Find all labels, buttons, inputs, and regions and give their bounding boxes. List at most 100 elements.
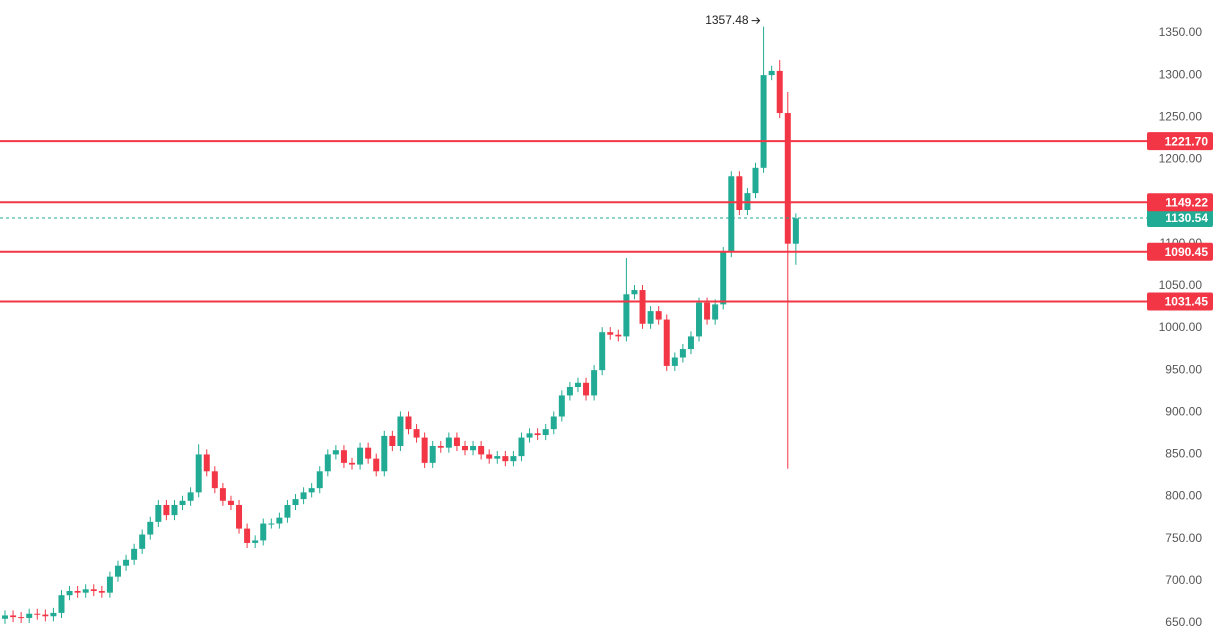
high-annotation: 1357.48 bbox=[705, 13, 749, 27]
candle-body bbox=[704, 302, 711, 320]
candle-body bbox=[526, 433, 533, 438]
candle-body bbox=[123, 559, 130, 566]
y-tick-label: 1350.00 bbox=[1159, 25, 1203, 39]
candle-body bbox=[510, 456, 517, 462]
y-tick-label: 1200.00 bbox=[1159, 152, 1203, 166]
candle-body bbox=[50, 612, 57, 617]
candle-body bbox=[760, 75, 767, 168]
candle-body bbox=[566, 386, 573, 396]
candle-body bbox=[131, 548, 138, 560]
candle-body bbox=[687, 336, 694, 350]
candle-body bbox=[518, 437, 525, 457]
candle-body bbox=[139, 534, 146, 549]
candle-body bbox=[631, 290, 638, 295]
candle-body bbox=[574, 382, 581, 387]
candle-body bbox=[26, 613, 33, 618]
candle-body bbox=[98, 590, 105, 593]
candle-body bbox=[114, 565, 121, 577]
candle-body bbox=[671, 357, 678, 366]
y-tick-label: 1300.00 bbox=[1159, 67, 1203, 81]
candle-body bbox=[502, 456, 509, 462]
candle-body bbox=[195, 454, 202, 493]
candle-body bbox=[284, 505, 291, 518]
candle-body bbox=[260, 523, 267, 541]
candle-body bbox=[147, 521, 154, 535]
y-tick-label: 1050.00 bbox=[1159, 278, 1203, 292]
candle-body bbox=[292, 499, 299, 506]
candle-body bbox=[655, 311, 662, 320]
candle-body bbox=[58, 595, 65, 613]
candle-body bbox=[607, 332, 614, 335]
y-tick-label: 950.00 bbox=[1165, 362, 1202, 376]
candle-body bbox=[615, 334, 622, 337]
level-badge bbox=[1147, 292, 1213, 311]
candle-body bbox=[203, 454, 210, 472]
candle-body bbox=[34, 613, 41, 615]
candle-body bbox=[42, 614, 49, 617]
candle-body bbox=[421, 437, 428, 463]
candle-body bbox=[445, 437, 452, 448]
candle-body bbox=[776, 70, 783, 114]
candle-body bbox=[720, 252, 727, 305]
level-badge bbox=[1147, 193, 1213, 212]
candle-body bbox=[187, 492, 194, 501]
candle-body bbox=[268, 523, 275, 525]
candle-body bbox=[163, 505, 170, 516]
candle-body bbox=[219, 488, 226, 501]
last-price-badge bbox=[1147, 208, 1213, 227]
candle-body bbox=[413, 429, 420, 438]
candle-body bbox=[429, 445, 436, 463]
candle-body bbox=[155, 505, 162, 522]
candle-body bbox=[736, 176, 743, 210]
candle-body bbox=[647, 311, 654, 324]
candle-body bbox=[558, 395, 565, 417]
y-tick-label: 700.00 bbox=[1165, 573, 1202, 587]
candle-body bbox=[300, 492, 307, 500]
candle-body bbox=[486, 454, 493, 459]
level-label: 1221.70 bbox=[1165, 134, 1209, 148]
candle-body bbox=[478, 445, 485, 455]
candle-body bbox=[211, 471, 218, 489]
candle-body bbox=[74, 590, 81, 593]
candle-body bbox=[679, 349, 686, 358]
candle-body bbox=[792, 218, 799, 244]
candle-body bbox=[696, 302, 703, 337]
y-tick-label: 750.00 bbox=[1165, 531, 1202, 545]
candle-body bbox=[106, 576, 113, 593]
candle-body bbox=[365, 447, 372, 459]
level-badge bbox=[1147, 242, 1213, 261]
candle-body bbox=[381, 435, 388, 472]
candle-body bbox=[397, 416, 404, 446]
candle-body bbox=[252, 540, 259, 543]
candle-body bbox=[591, 370, 598, 396]
y-tick-label: 1000.00 bbox=[1159, 320, 1203, 334]
last-price-label: 1130.54 bbox=[1165, 211, 1208, 225]
candle-body bbox=[244, 528, 251, 543]
candle-body bbox=[227, 500, 234, 506]
candle-body bbox=[357, 447, 364, 465]
candle-body bbox=[752, 167, 759, 194]
y-tick-label: 650.00 bbox=[1165, 615, 1202, 629]
candle-body bbox=[66, 590, 73, 596]
candle-body bbox=[179, 500, 186, 506]
candle-body bbox=[768, 70, 775, 76]
candle-body bbox=[550, 416, 557, 430]
candle-body bbox=[437, 445, 444, 448]
candle-body bbox=[623, 294, 630, 337]
candle-body bbox=[373, 458, 380, 472]
candle-body bbox=[494, 456, 501, 459]
candle-body bbox=[534, 433, 541, 436]
candle-body bbox=[461, 445, 468, 451]
candle-body bbox=[389, 435, 396, 446]
candle-body bbox=[90, 589, 97, 591]
candle-body bbox=[316, 471, 323, 489]
candle-body bbox=[340, 450, 347, 463]
candle-body bbox=[453, 437, 460, 446]
candle-body bbox=[332, 450, 339, 455]
candle-body bbox=[2, 615, 8, 619]
candle-body bbox=[470, 445, 477, 451]
candle-body bbox=[663, 319, 670, 366]
candle-body bbox=[405, 416, 412, 430]
